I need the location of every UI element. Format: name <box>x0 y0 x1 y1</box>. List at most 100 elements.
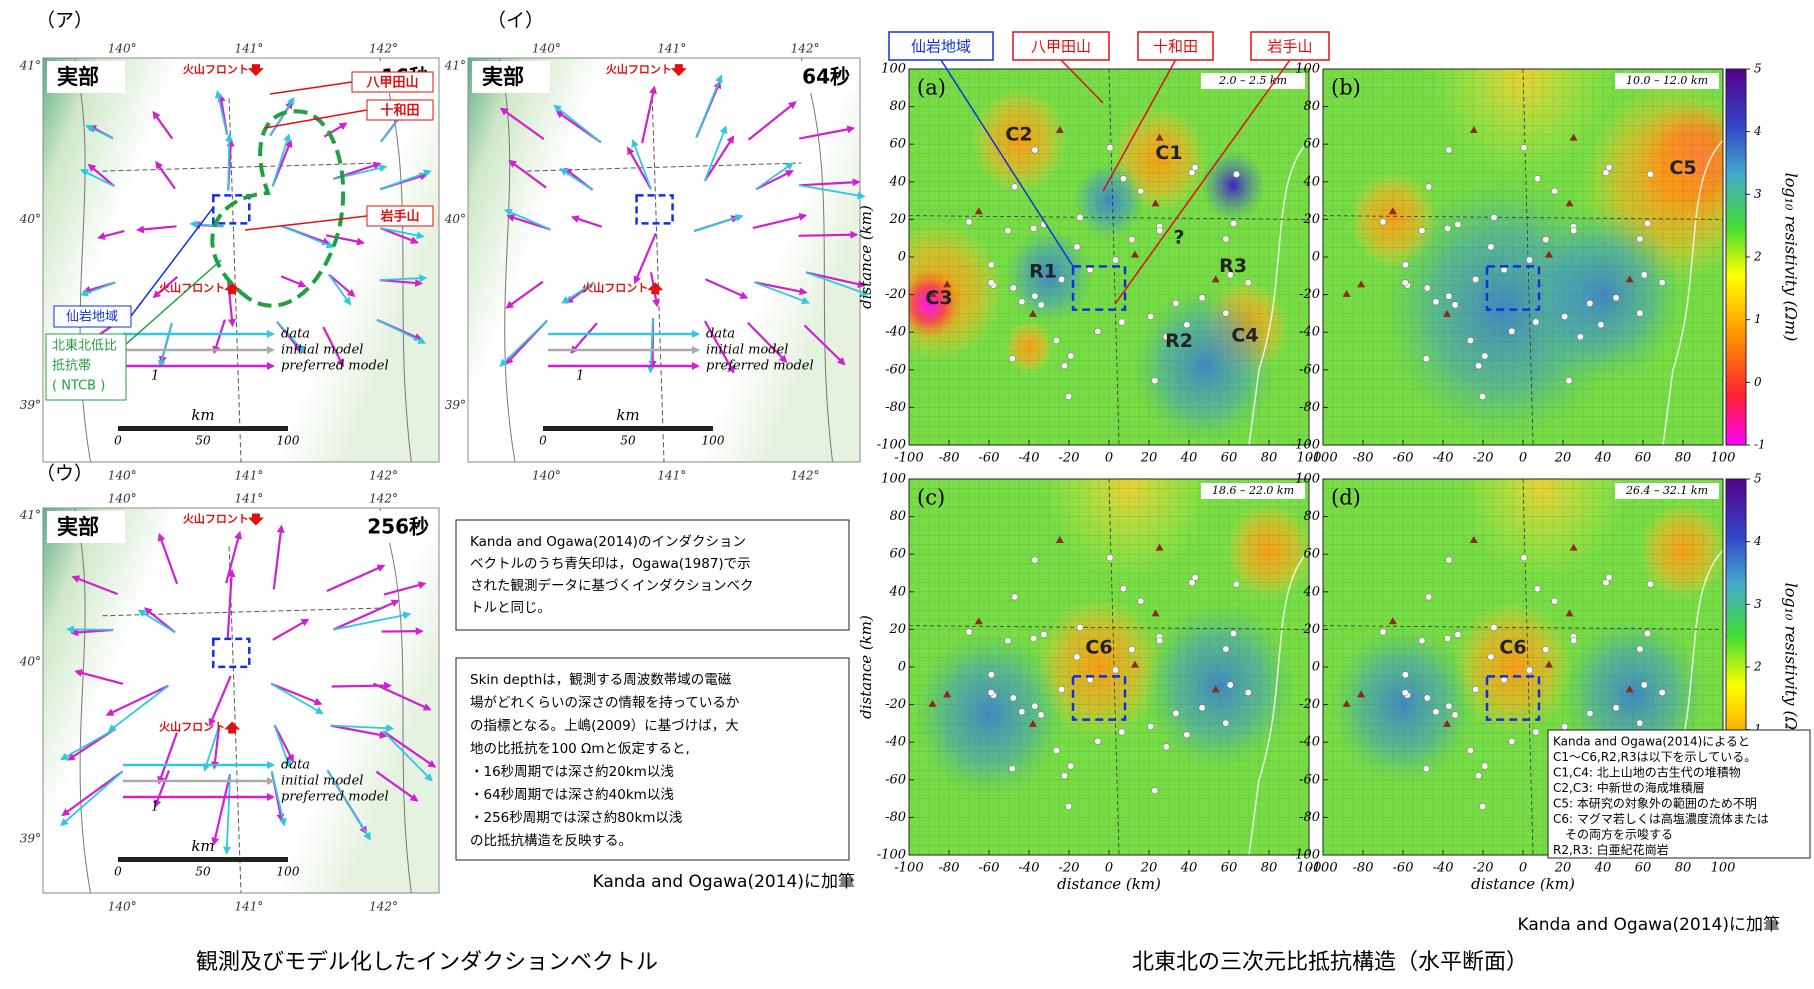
note-line: の指標となる。上嶋(2009）に基づけば，大 <box>470 717 739 734</box>
y-tick-label: -20 <box>1299 287 1320 302</box>
y-tick-label: -20 <box>1299 697 1320 712</box>
station <box>1509 328 1515 334</box>
station <box>1641 682 1647 688</box>
colorbar-tick-label: 0 <box>1754 375 1762 389</box>
station <box>966 629 972 635</box>
section-map <box>1323 0 1763 445</box>
x-tick-label: 20 <box>1554 861 1572 876</box>
station <box>1566 377 1572 383</box>
station <box>1488 654 1494 660</box>
station <box>1647 171 1653 177</box>
station <box>1095 328 1101 334</box>
vector-arrow <box>68 629 113 630</box>
longitude-label: 142° <box>791 469 820 483</box>
scale-tick: 50 <box>195 434 211 448</box>
note-line: C1～C6,R2,R3は以下を示している。 <box>1553 750 1756 764</box>
station <box>1491 624 1497 630</box>
x-tick-label: 80 <box>1675 861 1692 876</box>
station <box>1065 803 1071 809</box>
legend-label: preferred model <box>281 790 389 805</box>
x-tick-label: 40 <box>1180 861 1198 876</box>
y-tick-label: -40 <box>1299 735 1320 750</box>
station <box>1446 147 1452 153</box>
x-tick-label: 20 <box>1140 861 1158 876</box>
feature-label: R3 <box>1219 255 1247 277</box>
y-tick-label: -80 <box>1299 810 1320 825</box>
latitude-label: 39° <box>445 398 466 412</box>
y-tick-label: 100 <box>1295 62 1320 77</box>
volcanic-front: 火山フロント <box>159 719 225 733</box>
latitude-label: 40° <box>444 212 466 226</box>
scale-unit: km <box>191 837 214 855</box>
colorbar-tick-label: 2 <box>1753 660 1762 674</box>
station <box>1637 646 1643 652</box>
station <box>1433 709 1439 715</box>
y-tick-label: 0 <box>1312 250 1320 265</box>
x-tick-label: 0 <box>1105 861 1113 876</box>
y-tick-label: -80 <box>885 810 906 825</box>
panel-label: （ア） <box>36 10 93 32</box>
station <box>1509 738 1515 744</box>
longitude-label: 142° <box>369 42 398 56</box>
note-line: C1,C4: 北上山地の古生代の堆積物 <box>1553 765 1741 780</box>
x-tick-label: -20 <box>1059 451 1080 466</box>
x-tick-label: -80 <box>1353 861 1374 876</box>
latitude-label: 41° <box>19 59 41 73</box>
legend-label: initial model <box>281 774 363 789</box>
note-line: Skin depthは，観測する周波数帯域の電磁 <box>470 671 732 688</box>
station <box>1227 682 1233 688</box>
x-tick-label: 100 <box>1711 861 1736 876</box>
station <box>1192 574 1198 580</box>
station <box>1380 219 1386 225</box>
note-box <box>456 658 849 860</box>
station <box>1074 654 1080 660</box>
station <box>1534 586 1540 592</box>
y-tick-label: 100 <box>881 62 906 77</box>
x-tick-label: -40 <box>1433 861 1454 876</box>
station <box>1032 703 1038 709</box>
map-background <box>468 58 860 462</box>
station <box>1230 220 1236 226</box>
longitude-label: 140° <box>108 469 137 483</box>
latitude-label: 40° <box>19 212 41 226</box>
y-tick-label: 0 <box>898 250 906 265</box>
credit: Kanda and Ogawa(2014)に加筆 <box>1518 915 1780 935</box>
station <box>1233 171 1239 177</box>
station <box>1223 646 1229 652</box>
y-tick-label: -60 <box>885 362 906 377</box>
station <box>1543 646 1549 652</box>
scale-tick: 100 <box>277 434 300 448</box>
station <box>1019 299 1025 305</box>
note-line: 場がどれくらいの深さの情報を持っているか <box>470 695 740 711</box>
station <box>1065 393 1071 399</box>
y-tick-label: -20 <box>885 697 906 712</box>
resistivity-region <box>1133 287 1277 445</box>
y-tick-label: -60 <box>885 772 906 787</box>
caption: 北東北の三次元比抵抗構造（水平断面） <box>1132 950 1528 975</box>
station <box>1112 257 1118 263</box>
x-tick-label: -80 <box>1353 451 1374 466</box>
callout-label: 十和田 <box>380 103 419 119</box>
y-tick-label: 80 <box>889 509 906 524</box>
y-tick-label: -100 <box>1291 438 1320 453</box>
station <box>1637 720 1643 726</box>
station <box>1157 227 1163 233</box>
y-tick-label: 60 <box>1303 137 1320 152</box>
callout-label: 八甲田山 <box>1031 38 1091 56</box>
station <box>1061 773 1067 779</box>
latitude-label: 41° <box>19 508 41 522</box>
station <box>1011 594 1017 600</box>
volcanic-front: 火山フロント <box>606 62 672 76</box>
station <box>1472 276 1478 282</box>
station <box>1009 765 1015 771</box>
station <box>1561 723 1567 729</box>
feature-label: C4 <box>1231 324 1258 346</box>
station <box>1245 279 1251 285</box>
station <box>1433 299 1439 305</box>
x-tick-label: 0 <box>1519 861 1527 876</box>
station <box>1479 803 1485 809</box>
feature-label: C6 <box>1085 637 1112 659</box>
figure: （ア）140°140°141°141°142°142°41°40°39°実部16… <box>0 0 1814 985</box>
y-tick-label: 40 <box>888 584 906 599</box>
station <box>1571 227 1577 233</box>
